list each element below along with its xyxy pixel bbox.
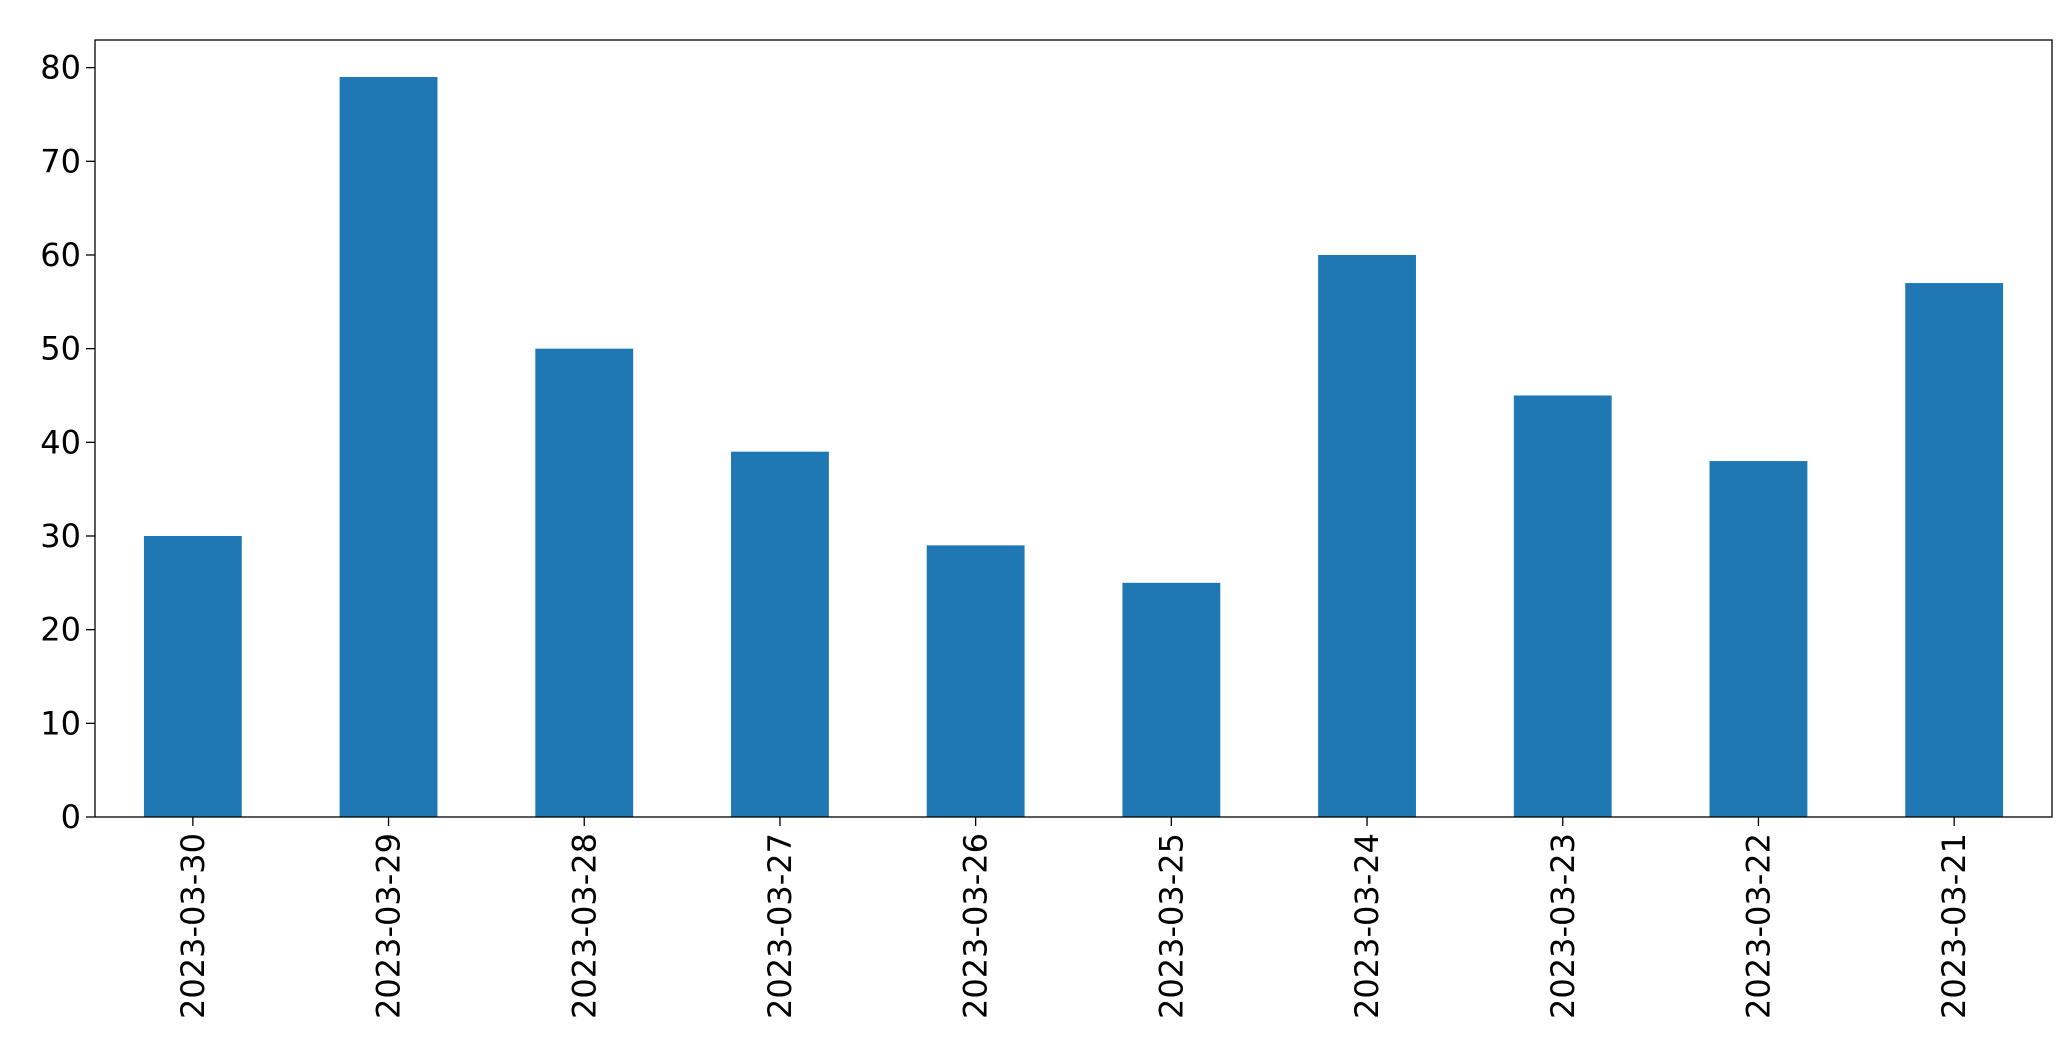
bar — [143, 535, 242, 817]
y-tick-label: 80 — [40, 49, 81, 87]
y-tick-label: 20 — [40, 611, 81, 649]
y-tick-label: 0 — [61, 798, 81, 836]
x-tick-label: 2023-03-22 — [1739, 833, 1777, 1019]
y-tick-label: 60 — [40, 236, 81, 274]
bar — [731, 451, 829, 817]
x-tick-label: 2023-03-23 — [1544, 833, 1582, 1019]
bar — [535, 348, 634, 817]
x-tick-label: 2023-03-21 — [1935, 833, 1973, 1019]
bar — [1709, 461, 1808, 817]
plot-frame — [94, 39, 2053, 818]
y-tick-label: 30 — [40, 517, 81, 555]
y-tick-label: 40 — [40, 423, 81, 461]
bar — [1318, 254, 1416, 818]
bar — [1905, 283, 2004, 818]
x-tick-label: 2023-03-27 — [761, 833, 799, 1019]
x-tick-label: 2023-03-30 — [174, 833, 212, 1019]
x-tick-label: 2023-03-28 — [565, 833, 603, 1019]
bar — [926, 545, 1025, 817]
y-tick-label: 10 — [40, 704, 81, 742]
bar — [339, 77, 438, 817]
y-tick-label: 70 — [40, 142, 81, 180]
x-tick-label: 2023-03-24 — [1348, 833, 1386, 1019]
x-tick-label: 2023-03-25 — [1152, 833, 1190, 1019]
bar — [1513, 395, 1612, 817]
x-tick-label: 2023-03-29 — [370, 833, 408, 1019]
x-tick-label: 2023-03-26 — [957, 833, 995, 1019]
bar — [1122, 582, 1221, 817]
y-tick-label: 50 — [40, 330, 81, 368]
